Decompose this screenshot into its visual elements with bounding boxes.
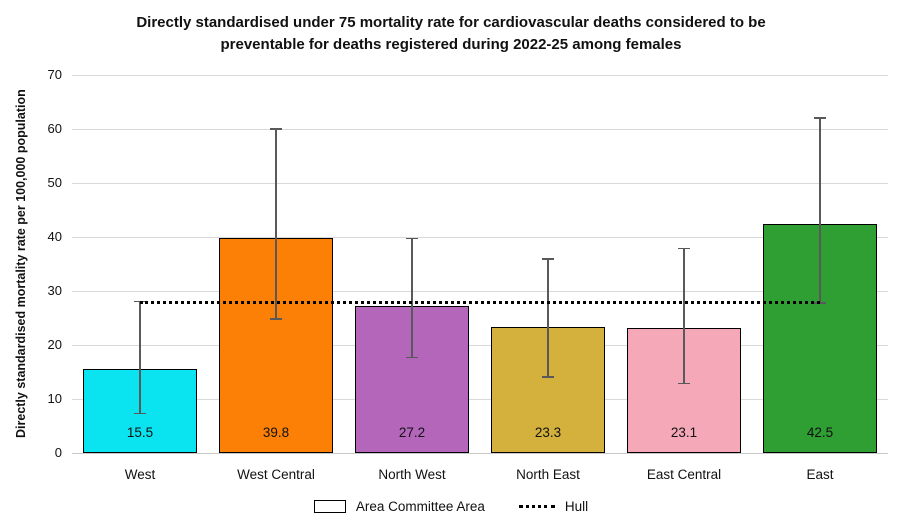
hull-reference-line xyxy=(140,300,820,304)
y-tick-label: 20 xyxy=(47,337,62,352)
y-tick-label: 40 xyxy=(47,229,62,244)
legend-hull-label: Hull xyxy=(564,499,589,514)
y-tick-label: 30 xyxy=(47,283,62,298)
error-bar-cap-top-north-west xyxy=(406,237,418,240)
error-bar-cap-top-east-central xyxy=(678,247,690,250)
chart-title-line2: preventable for deaths registered during… xyxy=(220,36,682,53)
y-tick-label: 10 xyxy=(47,391,62,406)
error-bar-east-central xyxy=(683,248,685,384)
bar-value-label-north-east: 23.3 xyxy=(534,425,562,440)
error-bar-cap-bottom-north-east xyxy=(542,376,554,378)
error-bar-north-west xyxy=(411,238,413,358)
error-bar-cap-top-west-central xyxy=(270,128,282,130)
error-bar-cap-bottom-west-central xyxy=(270,318,282,320)
gridline xyxy=(72,236,888,238)
gridline xyxy=(72,290,888,292)
bar-north-east xyxy=(491,327,605,453)
error-bar-west xyxy=(139,301,141,414)
error-bar-cap-bottom-north-west xyxy=(406,356,418,359)
bar-west-central xyxy=(219,238,333,453)
x-category-label-west-central: West Central xyxy=(237,467,315,482)
bar-value-label-north-west: 27.2 xyxy=(398,425,426,440)
x-category-label-east-central: East Central xyxy=(646,467,722,482)
bar-value-label-east-central: 23.1 xyxy=(670,425,698,440)
error-bar-cap-bottom-east-central xyxy=(678,382,690,385)
error-bar-west-central xyxy=(275,129,277,320)
x-category-label-north-west: North West xyxy=(378,467,446,482)
x-category-label-west: West xyxy=(124,467,156,482)
legend-bar-swatch-icon xyxy=(313,500,346,513)
y-tick-label: 70 xyxy=(47,67,62,82)
bar-value-label-east: 42.5 xyxy=(806,425,834,440)
legend-bar-label: Area Committee Area xyxy=(355,499,485,514)
chart-title: Directly standardised under 75 mortality… xyxy=(0,12,902,56)
error-bar-north-east xyxy=(547,259,549,377)
plot-area: 15.5 39.8 27.2 23.3 23.1 42.5 xyxy=(72,74,888,453)
legend: Area Committee Area Hull xyxy=(0,499,902,514)
legend-dotted-line-icon xyxy=(518,505,555,508)
gridline xyxy=(72,182,888,184)
x-axis-line xyxy=(72,453,888,454)
error-bar-cap-top-north-east xyxy=(542,258,554,260)
gridline xyxy=(72,74,888,76)
chart-title-line1: Directly standardised under 75 mortality… xyxy=(136,14,766,31)
y-tick-label: 50 xyxy=(47,175,62,190)
error-bar-cap-bottom-west xyxy=(134,412,146,415)
error-bar-cap-bottom-east xyxy=(814,302,826,304)
bar-value-label-west-central: 39.8 xyxy=(262,425,290,440)
gridline xyxy=(72,398,888,400)
error-bar-east xyxy=(819,118,821,303)
y-tick-label: 0 xyxy=(54,445,62,460)
x-category-label-north-east: North East xyxy=(516,467,580,482)
error-bar-cap-top-east xyxy=(814,117,826,119)
gridline xyxy=(72,128,888,130)
y-tick-label: 60 xyxy=(47,121,62,136)
gridline xyxy=(72,344,888,346)
bar-value-label-west: 15.5 xyxy=(126,425,154,440)
x-category-label-east: East xyxy=(806,467,834,482)
